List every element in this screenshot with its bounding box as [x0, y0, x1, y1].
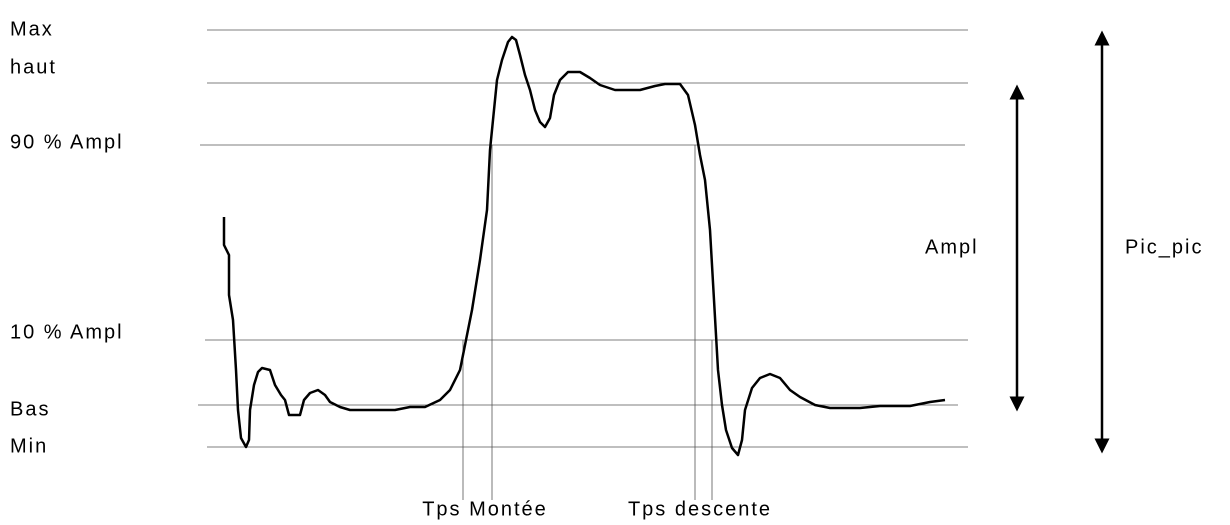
level-label: haut — [10, 56, 57, 78]
level-label: 90 % Ampl — [10, 131, 124, 153]
time-markers — [462, 145, 713, 500]
measure-label: Ampl — [925, 236, 979, 258]
level-label: Min — [10, 435, 48, 457]
time-label: Tps Montée — [422, 498, 548, 520]
level-label: Bas — [10, 398, 50, 420]
waveform — [222, 35, 946, 457]
measure-label: Pic_pic — [1125, 236, 1203, 258]
level-label: Max — [10, 18, 54, 40]
time-label: Tps descente — [628, 498, 772, 520]
level-lines — [198, 29, 968, 448]
level-label: 10 % Ampl — [10, 321, 124, 343]
